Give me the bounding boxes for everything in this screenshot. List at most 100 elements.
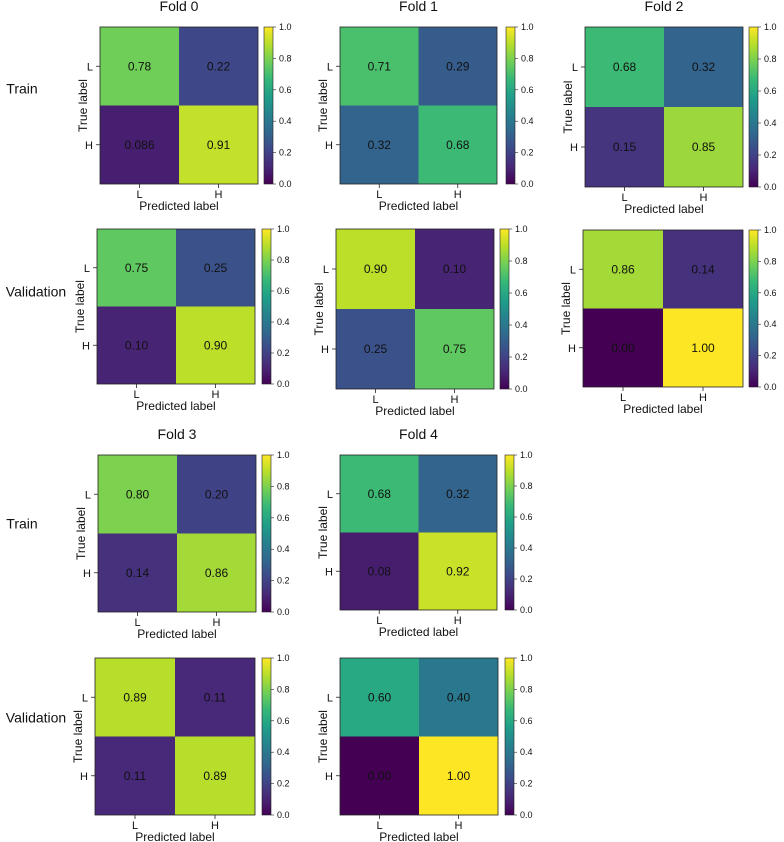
cell-value-label: 0.29 (446, 59, 470, 73)
cell-value-label: 1.00 (691, 341, 715, 355)
colorbar-tick-label: 0.4 (277, 544, 290, 554)
y-tick-label: L (87, 61, 93, 73)
x-tick-label: H (455, 820, 463, 832)
x-tick-label: L (376, 615, 382, 627)
x-tick-label: L (621, 192, 627, 204)
y-tick-label: L (570, 264, 576, 276)
cell-value-label: 0.90 (204, 338, 228, 352)
matrix-cell-h-h (176, 306, 255, 384)
cell-value-label: 0.10 (125, 338, 149, 352)
colorbar (748, 26, 759, 188)
cell-value-label: 0.32 (692, 60, 716, 74)
cell-value-label: 0.78 (128, 59, 152, 73)
colorbar-tick-label: 0.0 (277, 607, 290, 617)
cell-value-label: 0.68 (446, 138, 470, 152)
cell-value-label: 0.80 (126, 487, 150, 501)
cell-value-label: 0.10 (443, 262, 467, 276)
cell-value-label: 0.11 (124, 769, 147, 783)
colorbar (504, 454, 515, 611)
x-tick-label: L (133, 389, 139, 401)
matrix-cell-h-h (663, 308, 743, 387)
cell-value-label: 0.00 (611, 341, 635, 355)
matrix-cell-l-h (418, 27, 497, 106)
cell-value-label: 0.08 (368, 564, 392, 578)
cell-value-label: 0.89 (203, 769, 227, 783)
cell-value-label: 0.14 (126, 566, 150, 580)
x-axis-label: Predicted label (136, 399, 215, 413)
colorbar-tick-label: 1.0 (764, 22, 777, 32)
row-label-train-bottom: Train (6, 516, 37, 532)
colorbar-tick-label: 0.4 (764, 118, 777, 128)
panel-title: Fold 0 (160, 0, 199, 14)
cell-value-label: 0.20 (205, 487, 229, 501)
x-tick-label: L (134, 617, 140, 629)
cell-value-label: 0.00 (368, 769, 392, 783)
matrix-cell-h-h (179, 105, 258, 184)
colorbar-tick-label: 0.2 (521, 148, 534, 158)
colorbar-tick-label: 0.6 (520, 512, 533, 522)
matrix-frame (335, 228, 495, 390)
x-tick-label: H (213, 617, 221, 629)
colorbar-tick-label: 1.0 (279, 22, 292, 32)
y-axis-label: True label (73, 280, 87, 333)
matrix-frame (96, 228, 256, 385)
matrix-cell-h-h (177, 533, 256, 612)
colorbar-tick-label: 0.6 (515, 288, 528, 298)
x-axis-label: Predicted label (379, 830, 458, 842)
colorbar-tick-label: 0.6 (277, 716, 290, 726)
x-tick-label: L (132, 820, 138, 832)
y-tick-label: H (85, 140, 93, 152)
colorbar-tick-label: 0.2 (520, 574, 533, 584)
y-tick-label: L (327, 692, 333, 704)
matrix-cell-l-l (340, 27, 419, 106)
colorbar-tick-label: 0.6 (277, 513, 290, 523)
colorbar-tick-label: 0.2 (279, 148, 292, 158)
colorbar-tick-label: 0.8 (277, 481, 290, 491)
matrix-cell-h-l (585, 107, 664, 187)
colorbar (263, 26, 274, 185)
matrix-cell-l-l (100, 27, 179, 106)
colorbar-tick-label: 0.4 (520, 543, 533, 553)
matrix-cell-h-l (340, 736, 419, 815)
matrix-cell-h-l (98, 533, 177, 612)
colorbar-tick-label: 0.2 (277, 779, 290, 789)
colorbar-tick-label: 0.6 (521, 85, 534, 95)
matrix-cell-l-h (415, 229, 494, 309)
y-axis-label: True label (316, 506, 330, 559)
x-axis-label: Predicted label (624, 202, 703, 216)
matrix-cell-l-h (179, 27, 258, 106)
cell-value-label: 0.89 (123, 690, 147, 704)
cell-value-label: 0.86 (611, 262, 635, 276)
colorbar (504, 657, 515, 816)
y-axis-label: True label (71, 710, 85, 763)
y-axis-label: True label (76, 79, 90, 132)
cell-value-label: 0.25 (204, 261, 228, 275)
matrix-cell-h-l (95, 736, 175, 815)
colorbar (748, 229, 759, 388)
matrix-cell-h-h (418, 532, 497, 610)
cell-value-label: 0.25 (364, 342, 388, 356)
y-tick-label: H (568, 343, 576, 355)
y-tick-label: H (321, 344, 329, 356)
colorbar-tick-label: 0.2 (277, 348, 290, 358)
colorbar (261, 657, 272, 816)
x-tick-label: L (376, 820, 382, 832)
y-tick-label: H (80, 771, 88, 783)
matrix-cell-h-h (664, 107, 743, 187)
y-tick-label: H (325, 566, 333, 578)
x-tick-label: L (620, 392, 626, 404)
matrix-cell-h-l (97, 306, 176, 384)
colorbar-tick-label: 1.0 (277, 450, 290, 460)
matrix-cell-l-h (175, 658, 255, 737)
matrix-cell-l-h (664, 27, 743, 107)
matrix-cell-h-l (583, 308, 663, 387)
colorbar-tick-label: 0.8 (279, 53, 292, 63)
x-axis-label: Predicted label (379, 625, 458, 639)
x-tick-label: H (700, 192, 708, 204)
colorbar (261, 228, 272, 385)
x-axis-label: Predicted label (375, 404, 454, 418)
